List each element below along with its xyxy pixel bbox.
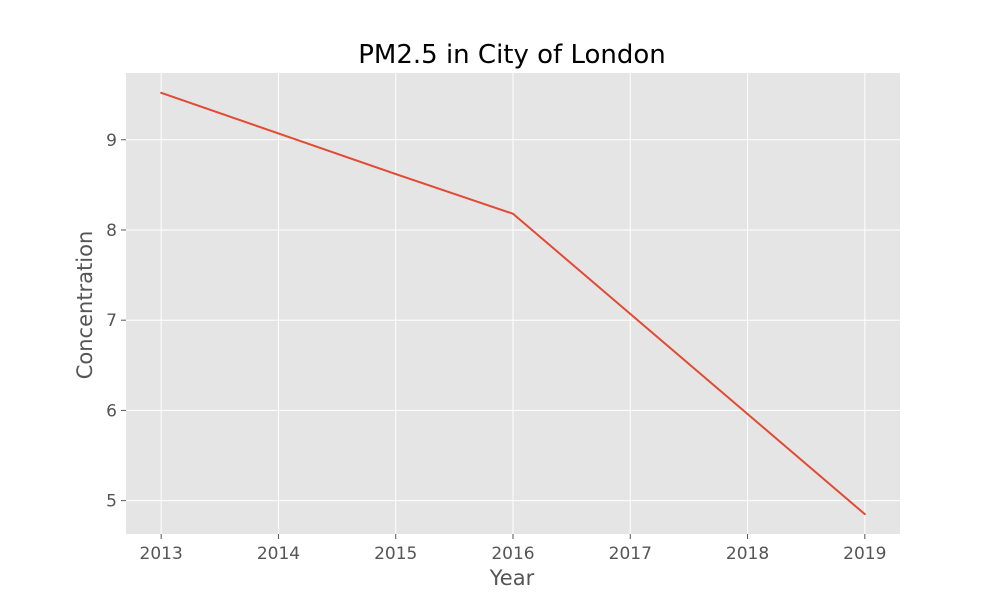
x-tick-label: 2014	[257, 544, 300, 564]
y-tick-label: 6	[106, 401, 117, 421]
data-point	[277, 132, 280, 135]
x-tick-label: 2018	[726, 544, 769, 564]
y-tick-label: 5	[106, 492, 117, 512]
y-axis-label: Concentration	[73, 231, 97, 380]
data-point	[512, 212, 514, 215]
gridlines	[126, 73, 900, 534]
data-point	[629, 312, 632, 315]
data-point	[160, 91, 163, 94]
y-tick-label: 8	[106, 221, 117, 241]
x-tick-label: 2015	[374, 544, 417, 564]
x-tick-label: 2019	[843, 544, 886, 564]
x-tick-label: 2013	[140, 544, 183, 564]
data-point	[746, 413, 749, 416]
series-layer	[160, 91, 866, 516]
x-tick-label: 2017	[609, 544, 652, 564]
x-tick-label: 2016	[491, 544, 534, 564]
y-tick-label: 7	[106, 311, 117, 331]
chart-title: PM2.5 in City of London	[358, 40, 666, 70]
data-point	[863, 513, 866, 516]
data-point	[394, 173, 397, 176]
y-tick-label: 9	[106, 131, 117, 151]
x-axis-label: Year	[489, 566, 535, 590]
axis-ticks: 2013 2014 2015 2016 2017 2018 2019 5 6 7 8 9	[106, 131, 886, 564]
